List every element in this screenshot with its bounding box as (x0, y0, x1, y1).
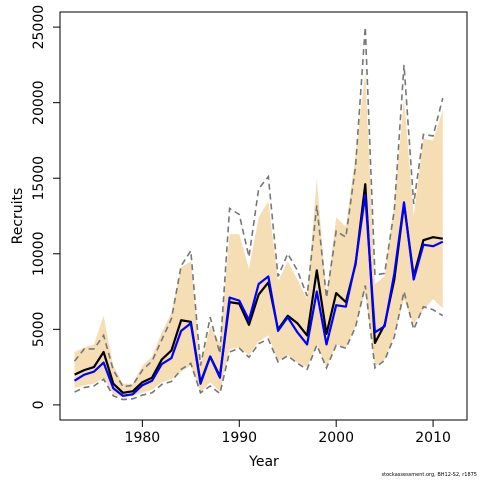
y-axis-label: Recruits (10, 188, 26, 245)
y-tick-label: 10000 (31, 232, 47, 277)
x-tick-label: 1980 (125, 430, 161, 446)
x-axis: 1980 1990 2000 2010 (125, 419, 451, 446)
y-tick-label: 15000 (31, 156, 47, 201)
series-lines-layer (73, 27, 444, 401)
y-axis: 0 5000 10000 15000 20000 25000 (31, 5, 61, 409)
footnote: stockassessment.org, BH12-S2, r1875 (381, 472, 477, 478)
y-tick-label: 20000 (31, 80, 47, 125)
lower-bound-dashed-line (74, 285, 444, 401)
x-tick-label: 2000 (318, 430, 354, 446)
y-tick-label: 5000 (31, 312, 47, 348)
x-axis-label: Year (248, 454, 279, 470)
estimate-line-3 (74, 183, 443, 394)
x-tick-label: 1990 (221, 430, 257, 446)
confidence-band (74, 72, 443, 398)
upper-bound-dashed-line (73, 27, 444, 388)
y-tick-label: 0 (31, 400, 47, 409)
estimate-line-4 (73, 193, 444, 397)
x-tick-label: 2010 (415, 430, 451, 446)
y-tick-label: 25000 (31, 5, 47, 50)
confidence-band-layer (74, 72, 443, 398)
